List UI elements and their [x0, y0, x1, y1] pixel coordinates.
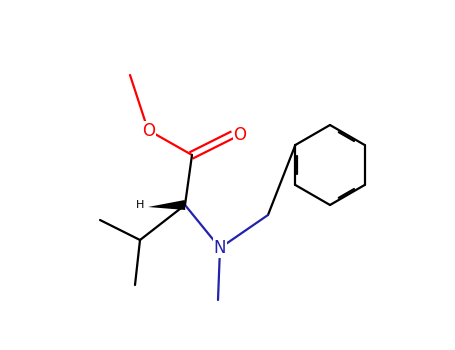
Polygon shape: [148, 200, 185, 210]
Text: H: H: [136, 200, 144, 210]
Text: O: O: [233, 126, 247, 144]
Text: O: O: [142, 122, 156, 140]
Text: N: N: [214, 239, 226, 257]
